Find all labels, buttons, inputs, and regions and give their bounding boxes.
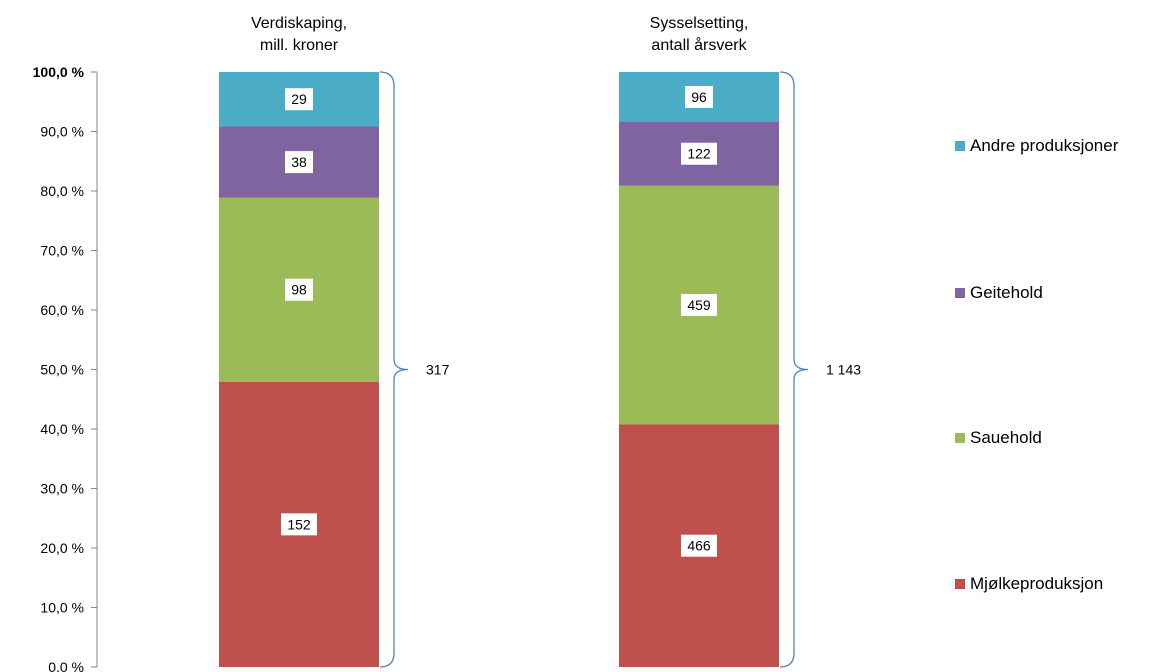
y-tick-label: 30,0 % xyxy=(40,481,84,497)
y-axis: 0,0 % 10,0 % 20,0 % 30,0 % 40,0 % 50,0 % 60,0 … xyxy=(33,64,98,672)
y-tick-label: 20,0 % xyxy=(40,540,84,556)
data-label-box xyxy=(681,142,717,165)
data-label: 122 xyxy=(687,146,711,162)
data-label: 466 xyxy=(687,538,711,554)
data-label: 29 xyxy=(291,91,307,107)
y-tick-label: 50,0 % xyxy=(40,362,84,378)
column-titles: Verdiskaping, mill. kroner Sysselsetting, a… xyxy=(251,15,748,54)
legend-label: Sauehold xyxy=(970,428,1042,447)
y-tick-label: 80,0 % xyxy=(40,183,84,199)
column-title: antall årsverk xyxy=(651,36,747,54)
legend: Andre produksjoner Geitehold Sauehold Mjølk… xyxy=(955,136,1119,593)
legend-label: Mjølkeproduksjon xyxy=(970,574,1103,593)
data-label: 98 xyxy=(291,282,307,298)
legend-swatch xyxy=(955,433,965,443)
data-label: 459 xyxy=(687,297,711,313)
data-label-box xyxy=(281,513,317,536)
data-label: 152 xyxy=(287,516,311,532)
total-brace xyxy=(379,71,409,668)
total-label: 1 143 xyxy=(826,362,861,378)
legend-label: Geitehold xyxy=(970,283,1043,302)
data-labels: 152 98 38 29 466 459 122 96 xyxy=(281,85,717,557)
legend-item: Geitehold xyxy=(955,283,1043,302)
column-title: Sysselsetting, xyxy=(650,15,749,32)
y-tick-label: 10,0 % xyxy=(40,600,84,616)
data-label-box xyxy=(285,88,313,111)
legend-item: Andre produksjoner xyxy=(955,136,1119,155)
column-title: mill. kroner xyxy=(260,37,339,54)
legend-item: Mjølkeproduksjon xyxy=(955,574,1103,593)
legend-label: Andre produksjoner xyxy=(970,136,1119,155)
data-label: 38 xyxy=(291,154,307,170)
data-label-box xyxy=(285,278,313,301)
y-tick-label: 100,0 % xyxy=(33,64,85,80)
data-label: 96 xyxy=(691,89,707,105)
y-tick-label: 90,0 % xyxy=(40,124,84,140)
legend-swatch xyxy=(955,141,965,151)
data-label-box xyxy=(681,293,717,316)
data-label-box xyxy=(685,85,713,108)
total-braces: 317 1 143 xyxy=(379,71,861,668)
total-brace xyxy=(779,71,809,668)
y-tick-label: 40,0 % xyxy=(40,421,84,437)
column-title: Verdiskaping, xyxy=(251,15,347,32)
y-tick-label: 70,0 % xyxy=(40,243,84,259)
total-label: 317 xyxy=(426,362,450,378)
legend-swatch xyxy=(955,288,965,298)
legend-item: Sauehold xyxy=(955,428,1042,447)
y-tick-label: 60,0 % xyxy=(40,302,84,318)
legend-swatch xyxy=(955,579,965,589)
data-label-box xyxy=(681,534,717,557)
data-label-box xyxy=(285,151,313,174)
y-tick-label: 0,0 % xyxy=(48,659,84,672)
